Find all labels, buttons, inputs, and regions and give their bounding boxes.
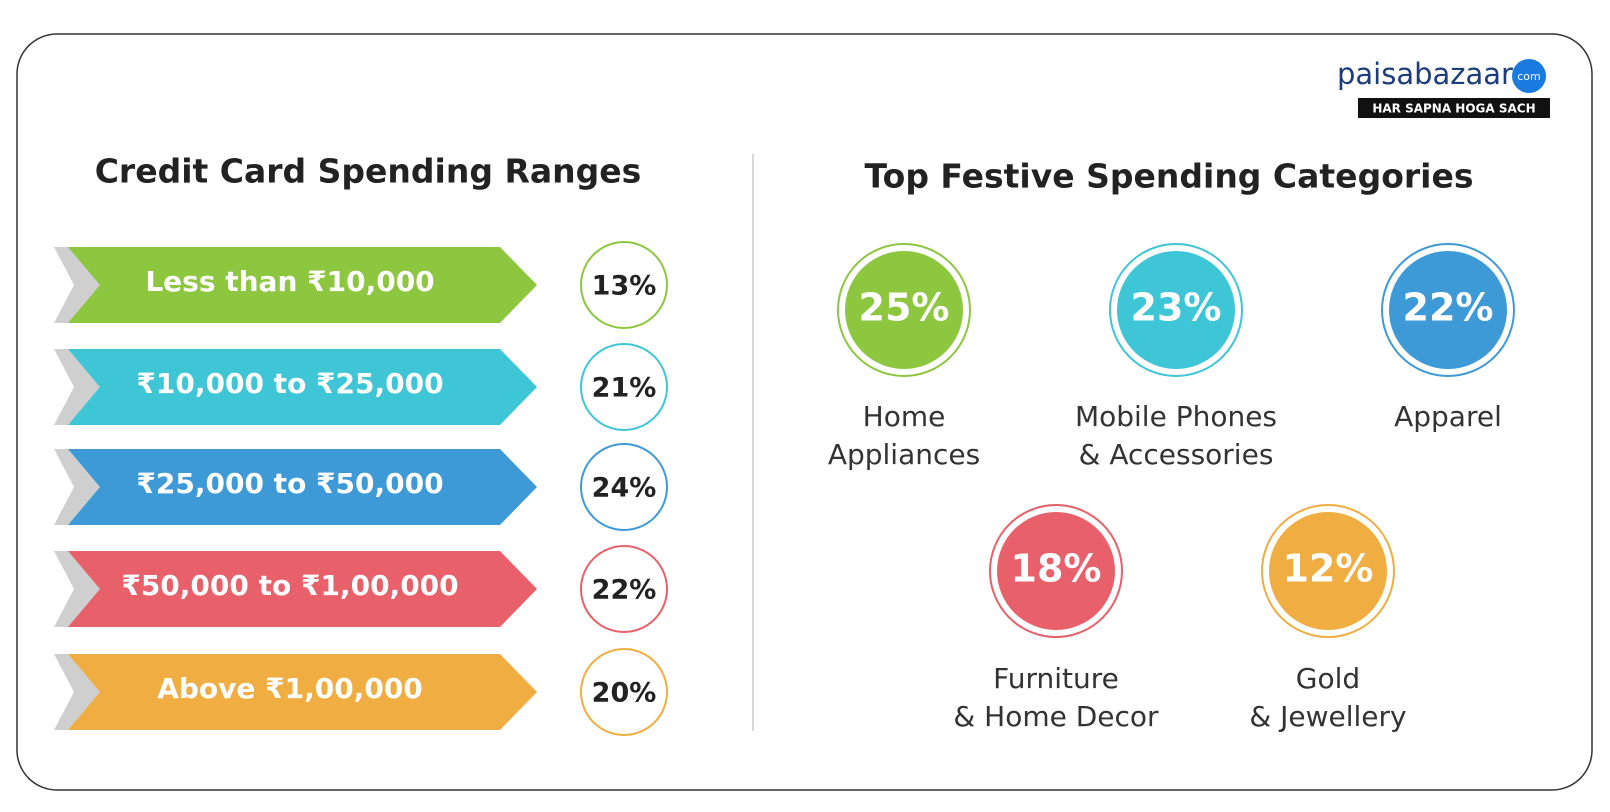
category-label: Home bbox=[863, 400, 946, 433]
category-share: 25% bbox=[859, 286, 950, 330]
logo-name: paisabazaar bbox=[1337, 57, 1513, 91]
category-ring bbox=[1109, 243, 1243, 377]
range-share: 24% bbox=[592, 473, 657, 504]
range-share: 13% bbox=[592, 271, 657, 302]
range-arrow bbox=[68, 551, 537, 627]
category-label: Appliances bbox=[828, 438, 980, 471]
range-label: ₹25,000 to ₹50,000 bbox=[136, 467, 443, 500]
range-share: 21% bbox=[592, 373, 657, 404]
range-share: 20% bbox=[592, 678, 657, 709]
category-circle bbox=[1389, 251, 1507, 369]
share-circle bbox=[580, 343, 668, 431]
category-label: Furniture bbox=[993, 662, 1119, 695]
category-share: 22% bbox=[1403, 286, 1494, 330]
category-ring bbox=[1261, 504, 1395, 638]
left-title: Credit Card Spending Ranges bbox=[95, 152, 642, 191]
range-share: 22% bbox=[592, 575, 657, 606]
range-label: ₹50,000 to ₹1,00,000 bbox=[121, 569, 458, 602]
range-arrow bbox=[68, 449, 537, 525]
logo-suffix: com bbox=[1517, 70, 1541, 83]
category-share: 18% bbox=[1011, 547, 1102, 591]
category-circle bbox=[997, 512, 1115, 630]
range-label: Above ₹1,00,000 bbox=[157, 672, 423, 705]
category-ring bbox=[1381, 243, 1515, 377]
logo-tagline-bg bbox=[1358, 98, 1550, 118]
range-label: ₹10,000 to ₹25,000 bbox=[136, 367, 443, 400]
category-circle bbox=[845, 251, 963, 369]
category-label: Apparel bbox=[1394, 400, 1502, 433]
range-arrow bbox=[68, 349, 537, 425]
category-label: & Accessories bbox=[1079, 438, 1274, 471]
category-label: & Home Decor bbox=[953, 700, 1159, 733]
range-arrow bbox=[68, 654, 537, 730]
logo-tagline: HAR SAPNA HOGA SACH bbox=[1372, 102, 1535, 116]
share-circle bbox=[580, 545, 668, 633]
share-circle bbox=[580, 241, 668, 329]
category-label: & Jewellery bbox=[1249, 700, 1406, 733]
logo-badge bbox=[1512, 59, 1546, 93]
category-circle bbox=[1269, 512, 1387, 630]
right-title: Top Festive Spending Categories bbox=[865, 157, 1474, 196]
range-arrow bbox=[68, 247, 537, 323]
category-share: 23% bbox=[1131, 286, 1222, 330]
category-circle bbox=[1117, 251, 1235, 369]
category-label: Gold bbox=[1296, 662, 1360, 695]
share-circle bbox=[580, 648, 668, 736]
share-circle bbox=[580, 443, 668, 531]
category-ring bbox=[989, 504, 1123, 638]
range-label: Less than ₹10,000 bbox=[145, 265, 434, 298]
category-ring bbox=[837, 243, 971, 377]
category-label: Mobile Phones bbox=[1075, 400, 1277, 433]
category-share: 12% bbox=[1283, 547, 1374, 591]
